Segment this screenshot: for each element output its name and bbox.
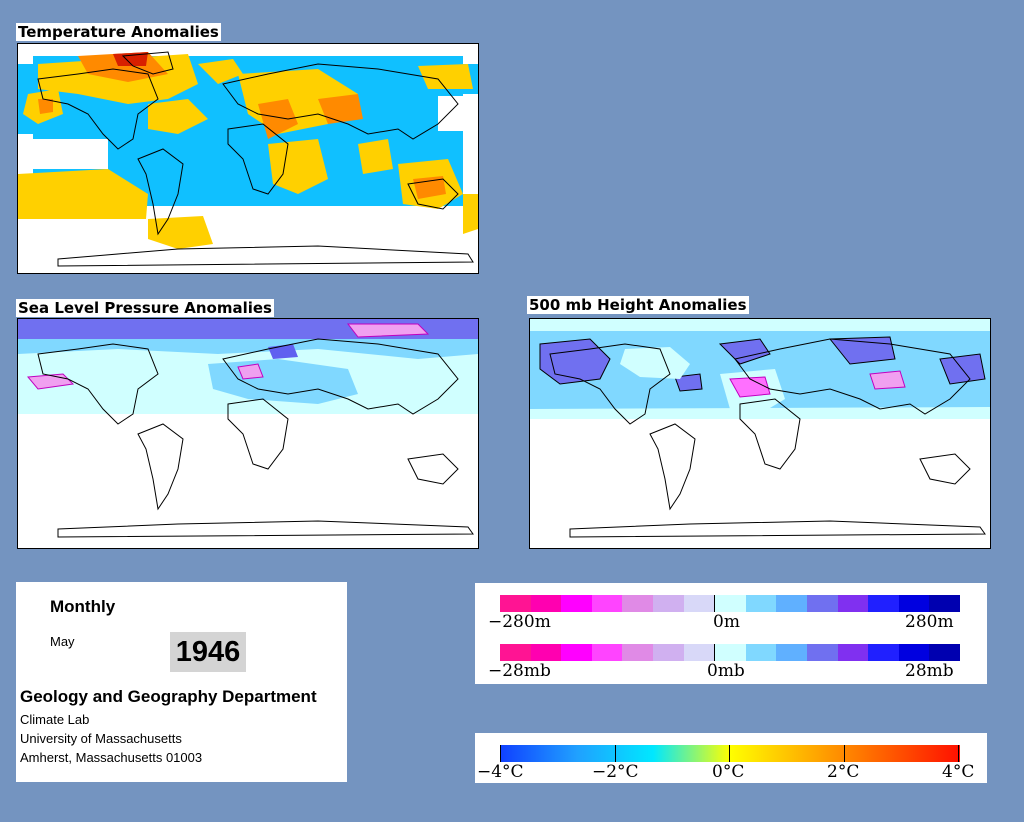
year-label: 1946	[170, 632, 246, 672]
pressure-swatch	[837, 644, 869, 661]
pressure-max-label: 28mb	[905, 661, 954, 681]
info-box: Monthly May 1946 Geology and Geography D…	[16, 582, 347, 782]
pressure-swatch	[745, 644, 777, 661]
temperature-tick	[500, 745, 501, 762]
temperature-label-plus4: 4°C	[942, 762, 975, 782]
height-swatch	[714, 595, 746, 612]
month-label: May	[50, 634, 75, 649]
period-label: Monthly	[50, 597, 116, 616]
height-swatch	[530, 595, 562, 612]
temperature-tick	[843, 745, 845, 762]
pressure-swatch	[868, 644, 899, 661]
pressure-swatch	[622, 644, 653, 661]
pressure-swatch	[714, 644, 746, 661]
temperature-anomaly-map	[17, 43, 479, 274]
temperature-legend: −4°C −2°C 0°C 2°C 4°C	[475, 733, 987, 783]
pressure-zero-label: 0mb	[707, 661, 745, 681]
height-swatch	[683, 595, 715, 612]
height-swatch	[776, 595, 807, 612]
height-color-bar	[500, 595, 960, 612]
height-pressure-legend: −280m 0m 280m −28mb 0mb 28mb	[475, 583, 987, 684]
slp-map-title: Sea Level Pressure Anomalies	[16, 299, 274, 317]
temperature-label-zero: 0°C	[712, 762, 745, 782]
temperature-tick	[958, 745, 959, 762]
height-swatch	[837, 595, 869, 612]
height-zero-label: 0m	[713, 612, 740, 632]
height-swatch	[898, 595, 930, 612]
pressure-swatch	[591, 644, 623, 661]
height500-anomaly-map	[529, 318, 991, 549]
height-swatch	[868, 595, 899, 612]
temperature-label-minus4: −4°C	[477, 762, 524, 782]
height-swatch	[561, 595, 592, 612]
temperature-tick	[614, 745, 616, 762]
pressure-min-label: −28mb	[488, 661, 551, 681]
height-swatch	[591, 595, 623, 612]
height-swatch	[929, 595, 960, 612]
address-label: Amherst, Massachusetts 01003	[20, 750, 203, 765]
pressure-swatch	[652, 644, 684, 661]
height-swatch	[745, 595, 777, 612]
height-swatch	[652, 595, 684, 612]
university-label: University of Massachusetts	[20, 731, 182, 746]
pressure-color-bar	[500, 644, 960, 661]
pressure-swatch	[806, 644, 838, 661]
height500-map-title: 500 mb Height Anomalies	[527, 296, 749, 314]
pressure-swatch	[500, 644, 531, 661]
height-min-label: −280m	[488, 612, 551, 632]
temperature-color-bar	[500, 745, 960, 762]
pressure-swatch	[776, 644, 807, 661]
pressure-swatch	[929, 644, 960, 661]
pressure-swatch	[530, 644, 562, 661]
slp-anomaly-map	[17, 318, 479, 549]
pressure-swatch	[561, 644, 592, 661]
height-swatch	[806, 595, 838, 612]
pressure-swatch	[683, 644, 715, 661]
height-swatch	[622, 595, 653, 612]
height-swatch	[500, 595, 531, 612]
temperature-tick	[729, 745, 730, 762]
temperature-map-title: Temperature Anomalies	[16, 23, 221, 41]
height-max-label: 280m	[905, 612, 954, 632]
pressure-swatch	[898, 644, 930, 661]
temperature-label-minus2: −2°C	[592, 762, 639, 782]
department-label: Geology and Geography Department	[20, 687, 317, 706]
lab-label: Climate Lab	[20, 712, 90, 727]
temperature-label-plus2: 2°C	[827, 762, 860, 782]
